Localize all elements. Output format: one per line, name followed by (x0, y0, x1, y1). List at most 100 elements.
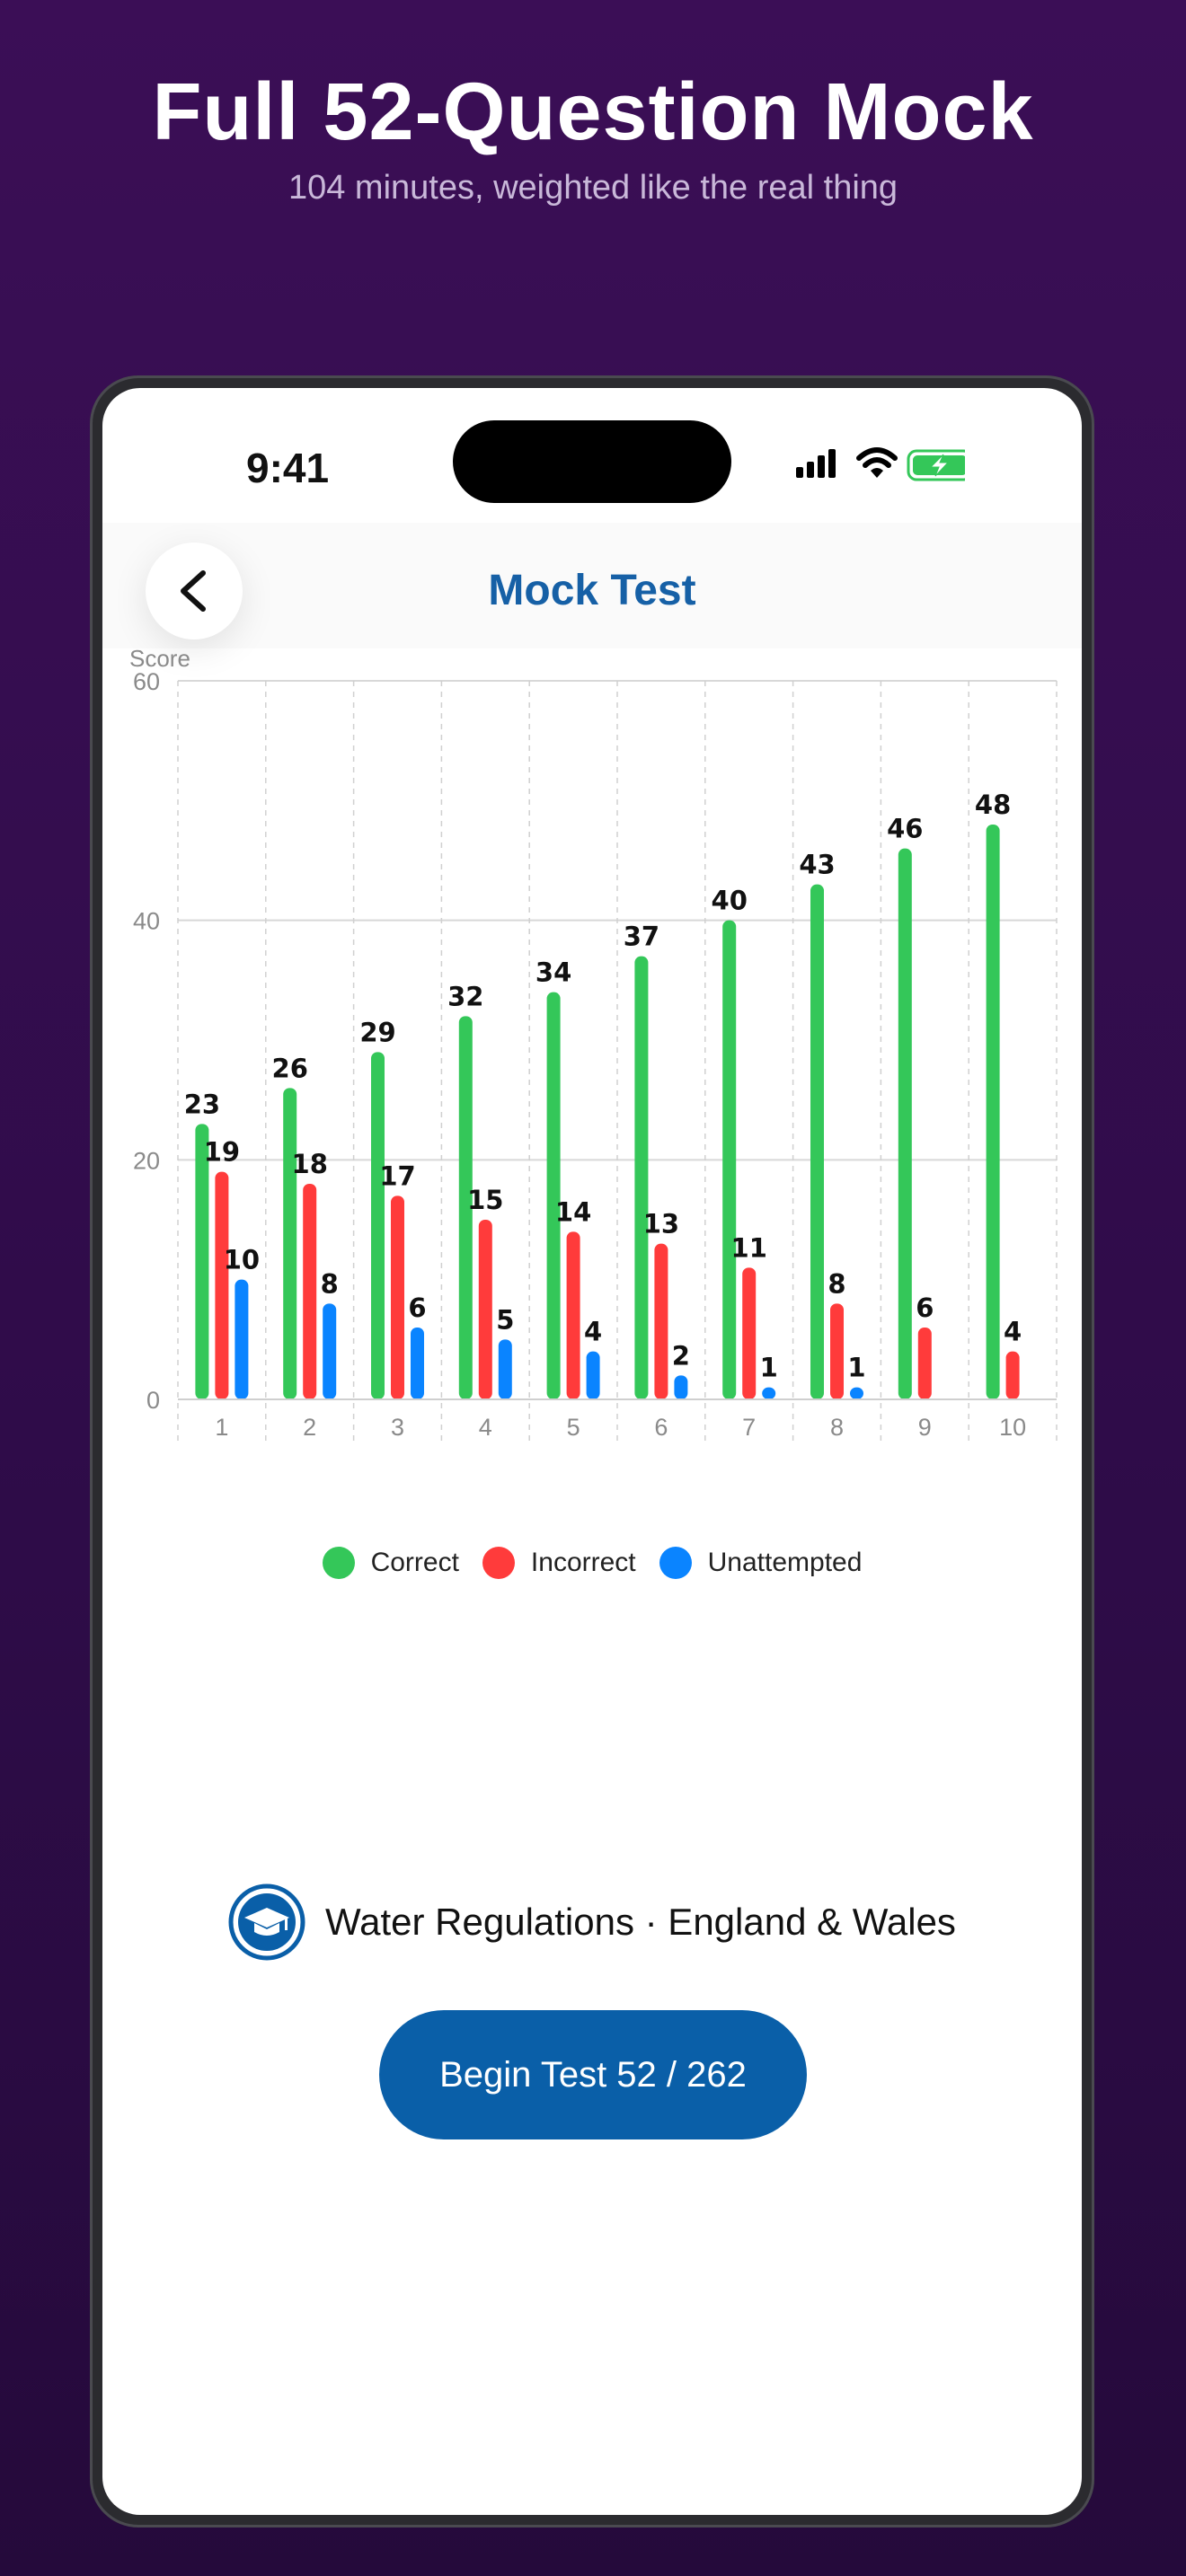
cellular-signal-icon (796, 449, 836, 478)
battery-charging-icon (907, 449, 965, 481)
promo-subline: 104 minutes, weighted like the real thin… (288, 169, 898, 207)
data-label-incorrect-9: 6 (916, 1292, 934, 1323)
wifi-icon (856, 447, 898, 478)
page-title: Mock Test (488, 567, 696, 614)
bar-correct-1 (195, 1124, 209, 1399)
legend-unattempted: Unattempted (659, 1547, 863, 1579)
data-label-incorrect-3: 17 (379, 1160, 415, 1191)
data-label-unattempted-6: 2 (672, 1340, 690, 1371)
bar-correct-6 (634, 956, 649, 1399)
x-tick-label-2: 2 (303, 1414, 316, 1441)
data-label-correct-3: 29 (359, 1017, 395, 1047)
data-label-correct-7: 40 (712, 886, 748, 916)
promo-headline: Full 52-Question Mock (152, 67, 1034, 157)
bar-correct-5 (546, 992, 561, 1399)
app-screen: 9:41 (102, 388, 1082, 2515)
bar-correct-3 (371, 1052, 385, 1399)
bar-incorrect-3 (391, 1195, 404, 1399)
begin-test-button[interactable]: Begin Test 52 / 262 (379, 2010, 807, 2139)
data-label-correct-6: 37 (624, 922, 659, 952)
data-label-unattempted-8: 1 (847, 1353, 865, 1383)
bar-unattempted-3 (411, 1328, 424, 1399)
bar-correct-7 (722, 920, 737, 1399)
legend-unattempted-swatch (659, 1547, 692, 1579)
bar-incorrect-10 (1005, 1351, 1020, 1399)
data-label-correct-4: 32 (447, 981, 483, 1011)
bar-unattempted-6 (674, 1375, 688, 1399)
data-label-incorrect-6: 13 (643, 1209, 679, 1239)
bar-correct-4 (458, 1016, 473, 1399)
status-time: 9:41 (246, 445, 330, 491)
bar-unattempted-4 (498, 1339, 512, 1399)
bar-unattempted-2 (323, 1303, 337, 1399)
bar-unattempted-1 (235, 1279, 249, 1399)
brand-text: Water Regulations · England & Wales (325, 1901, 956, 1943)
status-icons (796, 447, 965, 481)
bar-incorrect-2 (303, 1184, 317, 1399)
bar-unattempted-5 (586, 1351, 600, 1399)
data-label-incorrect-8: 8 (828, 1268, 845, 1299)
nav-bar: Mock Test (102, 523, 1082, 648)
x-tick-label-6: 6 (654, 1414, 668, 1441)
bar-incorrect-9 (917, 1328, 932, 1399)
data-label-unattempted-4: 5 (496, 1304, 514, 1335)
bar-correct-2 (283, 1088, 297, 1399)
graduation-cap-icon (228, 1883, 305, 1961)
data-label-unattempted-1: 10 (224, 1245, 260, 1275)
data-label-correct-8: 43 (799, 850, 835, 880)
data-label-unattempted-5: 4 (584, 1317, 602, 1347)
data-label-incorrect-5: 14 (555, 1196, 591, 1227)
bar-unattempted-8 (850, 1387, 863, 1399)
x-tick-label-8: 8 (830, 1414, 844, 1441)
data-label-correct-5: 34 (535, 957, 571, 988)
data-label-correct-2: 26 (272, 1053, 308, 1083)
y-tick-label: 20 (133, 1147, 160, 1174)
bar-correct-10 (986, 825, 1000, 1399)
dynamic-island (453, 420, 731, 503)
data-label-correct-9: 46 (887, 814, 923, 844)
legend-incorrect-swatch (482, 1547, 515, 1579)
data-label-correct-10: 48 (975, 790, 1011, 820)
y-tick-label: 60 (133, 668, 160, 695)
data-label-unattempted-3: 6 (408, 1292, 426, 1323)
x-tick-label-10: 10 (999, 1414, 1026, 1441)
data-label-incorrect-2: 18 (292, 1149, 328, 1179)
score-chart: Score 0 20 40 60 23 19 10 1 26 18 8 2 29 17 6 3 32 15 5 4 34 1… (102, 648, 1082, 1565)
y-axis-label: Score (129, 648, 190, 672)
status-bar: 9:41 (102, 388, 1082, 523)
legend-unattempted-label: Unattempted (707, 1548, 863, 1577)
bar-incorrect-7 (742, 1267, 757, 1399)
chart-legend: Correct Incorrect Unattempted (102, 1540, 1082, 1585)
chevron-left-icon (181, 570, 206, 612)
bar-correct-8 (810, 884, 824, 1399)
data-label-incorrect-4: 15 (467, 1185, 503, 1215)
data-label-unattempted-7: 1 (760, 1353, 778, 1383)
bar-unattempted-7 (762, 1387, 776, 1399)
y-tick-label: 0 (146, 1387, 160, 1414)
legend-incorrect-label: Incorrect (530, 1548, 636, 1577)
x-tick-label-3: 3 (391, 1414, 404, 1441)
data-label-incorrect-1: 19 (204, 1137, 240, 1168)
phone-frame: 9:41 (90, 375, 1094, 2527)
legend-correct: Correct (322, 1547, 459, 1579)
back-button[interactable] (146, 543, 243, 640)
x-tick-label-5: 5 (567, 1414, 580, 1441)
x-tick-label-4: 4 (479, 1414, 492, 1441)
data-label-incorrect-7: 11 (731, 1232, 767, 1263)
legend-incorrect: Incorrect (482, 1547, 636, 1579)
data-label-incorrect-10: 4 (1004, 1317, 1022, 1347)
legend-correct-label: Correct (370, 1548, 459, 1577)
bar-incorrect-4 (478, 1220, 492, 1399)
bar-incorrect-6 (654, 1243, 668, 1399)
bar-incorrect-5 (566, 1231, 580, 1399)
bar-incorrect-1 (215, 1171, 229, 1399)
x-tick-label-7: 7 (742, 1414, 756, 1441)
x-tick-label-1: 1 (215, 1414, 228, 1441)
brand-row: Water Regulations · England & Wales (102, 1877, 1082, 1967)
data-label-correct-1: 23 (184, 1089, 220, 1119)
data-label-unattempted-2: 8 (321, 1268, 339, 1299)
bar-incorrect-8 (830, 1303, 844, 1399)
x-tick-label-9: 9 (918, 1414, 932, 1441)
score-bar-chart: Score02040602319101261882291763321554341… (129, 648, 1058, 1444)
legend-correct-swatch (322, 1547, 355, 1579)
